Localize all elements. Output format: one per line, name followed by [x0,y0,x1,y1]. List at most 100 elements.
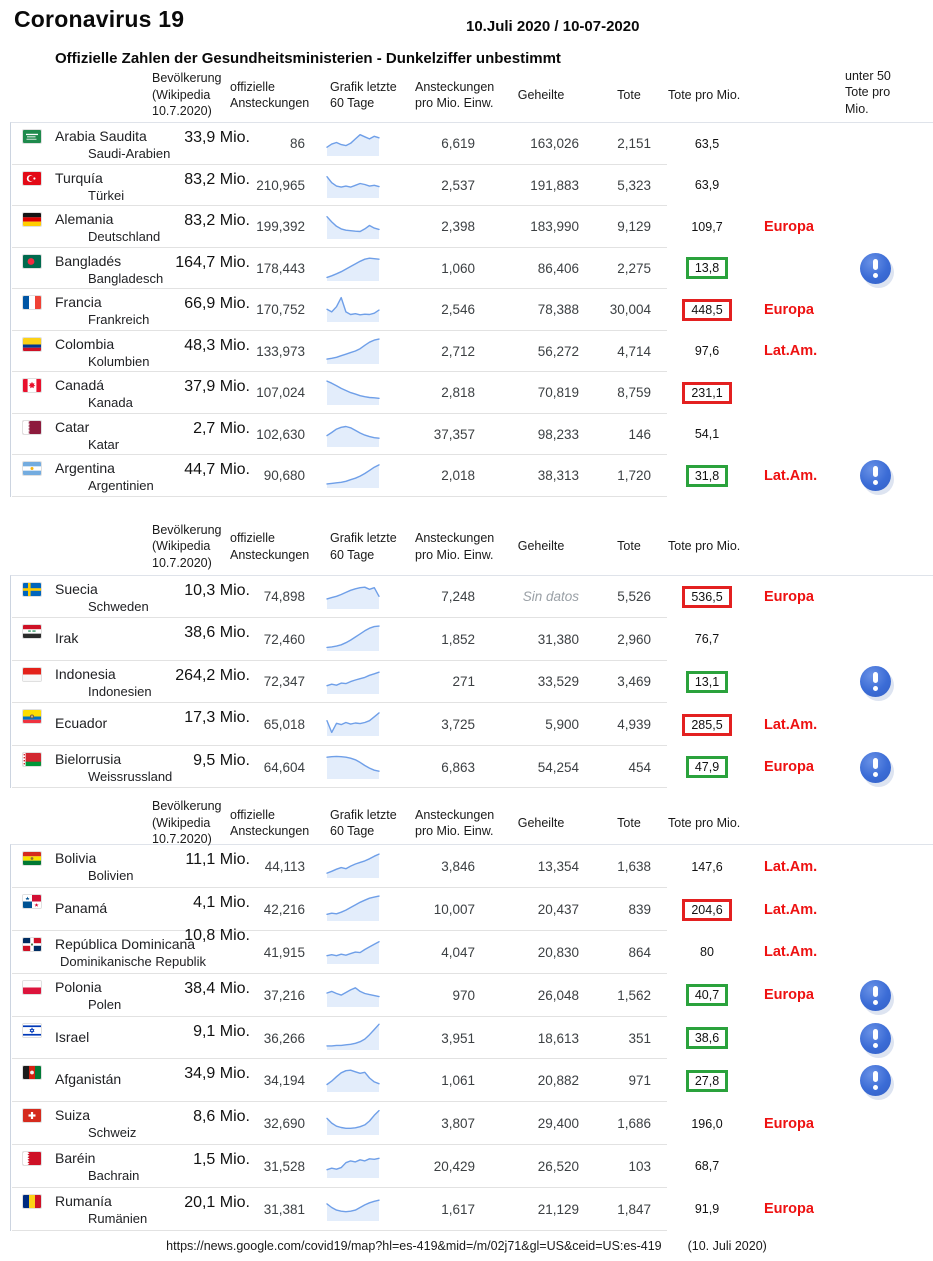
country-name-de: Polen [88,996,122,1012]
sparkline-chart [310,1102,390,1136]
deaths-per-million-value: 80 [700,945,714,960]
col-healed: Geheilte [517,87,565,102]
deaths-per-million-cell: 231,1 [656,381,758,404]
population-value: 9,5 Mio. [193,751,250,769]
alert-icon [859,751,891,783]
country-name-es: Bielorrusia [55,750,122,767]
healed-value: 163,026 [530,136,579,152]
per-million-value: 7,248 [441,589,475,605]
population-value: 33,9 Mio. [184,129,250,146]
flag-icon-argentina [23,462,41,475]
deaths-per-million-value: 54,1 [694,427,720,442]
table-rows: Arabia Saudita Saudi-Arabien 33,9 Mio. 86 6,… [10,122,933,497]
infections-value: 199,392 [256,219,305,235]
alert-icon [859,460,891,492]
table-row: Polonia Polen 38,4 Mio. 37,216 970 26,048 1,56… [12,974,933,1017]
dpm-box: 204,6 [682,898,732,921]
healed-value: 31,380 [537,631,579,647]
country-name-es: Canadá [55,377,105,393]
country-name-es: República Dominicana [55,936,196,953]
sparkline-chart [310,888,390,922]
alert-exclamation-bar [872,258,878,270]
infections-value: 65,018 [263,717,305,733]
country-name-de: Dominikanische Republik [60,954,206,970]
deaths-value: 4,714 [617,343,651,359]
infections-value: 107,024 [256,385,305,401]
region-label: Europa [764,987,814,1004]
flag-icon-sweden [23,582,41,596]
per-million-value: 6,619 [441,136,475,152]
sparkline-chart [310,289,390,322]
col-population: Bevölkerung (Wikipedia 10.7.2020) [152,799,222,847]
country-name-de: Indonesien [88,683,152,699]
alert-cell [840,666,920,698]
region-label: Lat.Am. [764,716,818,733]
deaths-per-million-cell: 13,1 [656,670,758,693]
country-cell: Panamá [48,888,166,916]
flag-icon-turkey [23,171,41,185]
country-cell: Afganistán [48,1059,166,1087]
sparkline-chart [310,576,390,609]
region-label: Lat.Am. [764,467,818,484]
dpm-box: 47,9 [685,756,729,779]
per-million-value: 20,429 [433,1158,475,1174]
per-million-value: 37,357 [433,426,475,442]
sparkline-chart [310,1145,390,1179]
col-deaths: Tote [617,815,641,830]
infections-value: 64,604 [263,759,305,775]
sparkline-chart [310,455,390,488]
deaths-per-million-cell: 76,7 [656,632,758,646]
infections-value: 72,347 [263,674,305,690]
table-row: Panamá 4,1 Mio. 42,216 10,007 20,437 839 204,6… [12,888,933,931]
sparkline-chart [310,372,390,405]
per-million-value: 2,818 [441,385,475,401]
healed-value: 98,233 [537,426,579,442]
country-name-es: Catar [55,418,90,435]
country-name-es: Argentina [55,460,115,476]
table-row: Turquía Türkei 83,2 Mio. 210,965 2,537 191,88… [12,165,933,207]
population-value: 48,3 Mio. [184,336,250,354]
deaths-per-million-value: 76,7 [694,632,720,647]
deaths-per-million-cell: 91,9 [656,1202,758,1216]
deaths-per-million-cell: 204,6 [656,898,758,921]
col-population: Bevölkerung (Wikipedia 10.7.2020) [152,522,222,570]
country-cell: Suecia Schweden [48,576,166,614]
alert-exclamation-dot [872,272,878,278]
alert-cell [840,751,920,783]
healed-value: 20,882 [537,1073,579,1089]
region-label: Europa [764,588,814,605]
alert-exclamation-dot [872,771,878,777]
region-label: Europa [764,1201,814,1218]
deaths-value: 2,960 [617,631,651,647]
population-value: 20,1 Mio. [184,1193,250,1211]
country-cell: Bielorrusia Weissrussland [48,746,172,784]
deaths-value: 864 [628,944,651,960]
region-label: Lat.Am. [764,901,818,918]
sparkline-chart [310,123,390,156]
infections-value: 133,973 [256,343,305,359]
dpm-box: 285,5 [682,713,732,736]
deaths-per-million-value: 285,5 [691,717,723,732]
column-headers: Bevölkerung (Wikipedia 10.7.2020) offiziell… [12,519,933,575]
dpm-box: 13,8 [685,257,729,280]
sparkline-chart [310,618,390,652]
deaths-per-million-value: 536,5 [691,589,723,604]
table-row: Alemania Deutschland 83,2 Mio. 199,392 2,398… [12,206,933,248]
per-million-value: 2,712 [441,343,475,359]
population-value: 37,9 Mio. [184,378,250,395]
deaths-value: 2,275 [617,260,651,276]
healed-value: 78,388 [537,302,579,318]
country-cell: Baréin Bachrain [48,1145,166,1183]
table-row: Suiza Schweiz 8,6 Mio. 32,690 3,807 29,400 1,6… [12,1102,933,1145]
col-infections-per-million: Ansteckungen pro Mio. Einw. [415,531,495,562]
table-row: Bielorrusia Weissrussland 9,5 Mio. 64,604 6,… [12,746,933,789]
sparkline-chart [310,165,390,198]
country-name-de: Deutschland [88,229,161,244]
healed-value: 38,313 [537,468,579,484]
footer-date: (10. Juli 2020) [687,1238,767,1253]
sparkline-chart [310,703,390,737]
col-population: Bevölkerung (Wikipedia 10.7.2020) [152,71,222,119]
country-cell: Catar Katar [48,414,166,452]
country-name-de: Frankreich [88,312,150,327]
country-name-es: Israel [55,1028,90,1045]
